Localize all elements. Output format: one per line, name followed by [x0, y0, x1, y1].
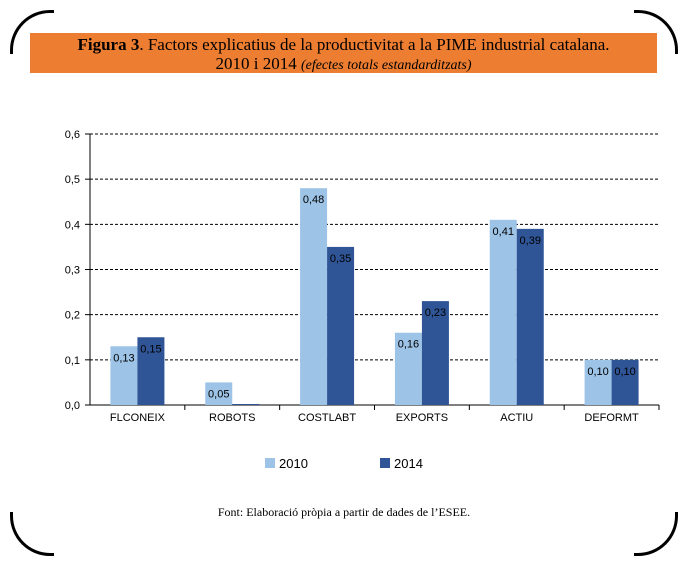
x-tick-label: DEFORMT: [584, 412, 639, 424]
y-tick-label: 0,3: [65, 265, 80, 277]
figure-title-years: 2010 i 2014: [215, 54, 301, 73]
bar-2010: [205, 382, 233, 405]
data-label: 0,10: [614, 366, 635, 378]
y-tick-label: 0,0: [65, 400, 80, 412]
x-tick-label: COSTLABT: [298, 412, 356, 424]
bar-2014: [516, 228, 544, 405]
data-label: 0,39: [520, 235, 541, 247]
legend-label-2014: 2014: [394, 456, 423, 471]
bar-2010: [394, 332, 422, 405]
bar-2010: [110, 346, 138, 405]
legend-swatch-2010: [265, 458, 275, 468]
legend-label-2010: 2010: [279, 456, 308, 471]
y-tick-label: 0,4: [65, 219, 80, 231]
bar-2014: [232, 404, 260, 405]
data-label: 0,23: [425, 307, 446, 319]
bar-2010: [300, 188, 328, 405]
data-label: 0,05: [208, 388, 229, 400]
source-note: Font: Elaboració pròpia a partir de dade…: [217, 505, 471, 519]
data-label: 0,13: [113, 352, 134, 364]
y-tick-label: 0,6: [65, 129, 80, 141]
bar-2014: [611, 359, 639, 405]
title-line-1: Figura 3. Factors explicatius de la prod…: [30, 35, 657, 54]
data-label: 0,15: [140, 343, 161, 355]
title-line-2: 2010 i 2014 (efectes totals estandarditz…: [30, 54, 657, 75]
bar-2014: [137, 337, 165, 405]
x-tick-label: EXPORTS: [396, 412, 448, 424]
figure-title: Figura 3. Factors explicatius de la prod…: [30, 33, 657, 73]
data-label: 0,48: [303, 194, 324, 206]
data-label: 0,41: [493, 226, 514, 238]
y-tick-label: 0,5: [65, 174, 80, 186]
data-label: 0,35: [330, 253, 351, 265]
data-label: 0,16: [398, 339, 419, 351]
x-tick-label: ACTIU: [500, 412, 533, 424]
y-tick-label: 0,1: [65, 355, 80, 367]
data-label: 0,10: [587, 366, 608, 378]
figure-label: Figura 3: [77, 35, 140, 54]
x-tick-label: ROBOTS: [209, 412, 255, 424]
bar-2010: [489, 219, 517, 405]
bar-2010: [584, 359, 612, 405]
x-tick-label: FLCONEIX: [110, 412, 166, 424]
legend-swatch-2014: [380, 458, 390, 468]
y-tick-label: 0,2: [65, 310, 80, 322]
bar-2014: [327, 246, 355, 405]
figure-title-note: (efectes totals estandarditzats): [300, 58, 472, 73]
bar-2014: [421, 301, 449, 405]
figure-title-main: . Factors explicatius de la productivita…: [139, 35, 610, 54]
